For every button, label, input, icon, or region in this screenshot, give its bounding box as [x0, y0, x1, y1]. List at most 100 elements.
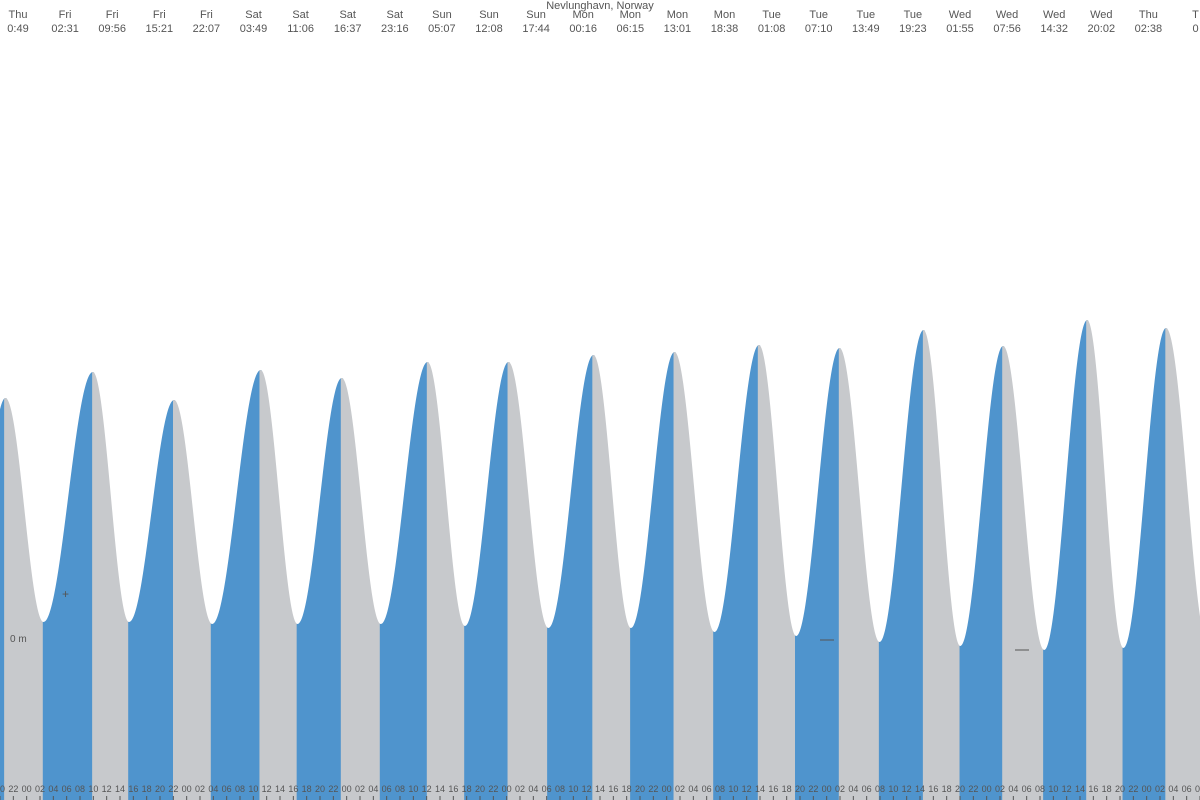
svg-text:00: 00	[182, 784, 192, 794]
svg-text:07:56: 07:56	[993, 23, 1021, 35]
svg-text:20: 20	[315, 784, 325, 794]
svg-text:04: 04	[48, 784, 58, 794]
svg-text:22: 22	[488, 784, 498, 794]
svg-text:12: 12	[582, 784, 592, 794]
svg-text:01:55: 01:55	[946, 23, 974, 35]
svg-text:01:08: 01:08	[758, 23, 786, 35]
svg-text:17:44: 17:44	[522, 23, 550, 35]
svg-text:04: 04	[1008, 784, 1018, 794]
svg-text:16: 16	[768, 784, 778, 794]
svg-text:Mon: Mon	[620, 9, 641, 21]
svg-text:20: 20	[795, 784, 805, 794]
svg-text:Mon: Mon	[572, 9, 593, 21]
svg-text:20: 20	[955, 784, 965, 794]
svg-text:Fri: Fri	[59, 9, 72, 21]
svg-text:0:49: 0:49	[7, 23, 28, 35]
svg-text:04: 04	[688, 784, 698, 794]
svg-text:04: 04	[528, 784, 538, 794]
svg-text:02: 02	[35, 784, 45, 794]
svg-text:20: 20	[155, 784, 165, 794]
svg-text:Sat: Sat	[387, 9, 404, 21]
svg-text:11:06: 11:06	[287, 23, 314, 35]
svg-text:Sat: Sat	[292, 9, 309, 21]
svg-text:14:32: 14:32	[1040, 23, 1068, 35]
svg-text:18: 18	[942, 784, 952, 794]
svg-text:20: 20	[1115, 784, 1125, 794]
svg-text:08: 08	[235, 784, 245, 794]
svg-text:08: 08	[555, 784, 565, 794]
svg-text:02: 02	[835, 784, 845, 794]
svg-text:00: 00	[342, 784, 352, 794]
svg-text:13:49: 13:49	[852, 23, 880, 35]
svg-text:12: 12	[902, 784, 912, 794]
svg-text:12:08: 12:08	[475, 23, 503, 35]
svg-text:20: 20	[635, 784, 645, 794]
svg-text:16:37: 16:37	[334, 23, 362, 35]
svg-text:06: 06	[542, 784, 552, 794]
svg-text:Thu: Thu	[1139, 9, 1158, 21]
svg-text:Sun: Sun	[526, 9, 546, 21]
svg-text:Wed: Wed	[996, 9, 1018, 21]
svg-text:18: 18	[302, 784, 312, 794]
svg-text:06: 06	[1022, 784, 1032, 794]
svg-text:14: 14	[755, 784, 765, 794]
svg-text:20: 20	[475, 784, 485, 794]
svg-text:Mon: Mon	[714, 9, 735, 21]
svg-text:03:49: 03:49	[240, 23, 268, 35]
svg-text:06: 06	[1182, 784, 1192, 794]
svg-text:16: 16	[1088, 784, 1098, 794]
svg-text:14: 14	[115, 784, 125, 794]
svg-text:Wed: Wed	[949, 9, 971, 21]
svg-text:0 m: 0 m	[10, 634, 27, 645]
svg-text:16: 16	[928, 784, 938, 794]
svg-text:04: 04	[208, 784, 218, 794]
svg-text:02:31: 02:31	[51, 23, 79, 35]
svg-text:18: 18	[622, 784, 632, 794]
svg-text:22: 22	[168, 784, 178, 794]
svg-text:08: 08	[875, 784, 885, 794]
svg-text:08: 08	[75, 784, 85, 794]
svg-text:Tue: Tue	[762, 9, 781, 21]
svg-text:22: 22	[808, 784, 818, 794]
svg-text:10: 10	[88, 784, 98, 794]
svg-text:04: 04	[1168, 784, 1178, 794]
svg-text:05:07: 05:07	[428, 23, 456, 35]
svg-text:12: 12	[1062, 784, 1072, 794]
svg-text:16: 16	[448, 784, 458, 794]
svg-text:14: 14	[595, 784, 605, 794]
svg-text:06: 06	[222, 784, 232, 794]
svg-text:19:23: 19:23	[899, 23, 927, 35]
svg-text:15:21: 15:21	[146, 23, 174, 35]
svg-text:22: 22	[1128, 784, 1138, 794]
svg-text:22: 22	[8, 784, 18, 794]
svg-text:Sat: Sat	[339, 9, 356, 21]
svg-text:00: 00	[662, 784, 672, 794]
svg-text:Sun: Sun	[432, 9, 452, 21]
svg-text:10: 10	[728, 784, 738, 794]
tide-chart: Nevlunghavn, NorwayThu0:49Fri02:31Fri09:…	[0, 0, 1200, 800]
svg-text:00:16: 00:16	[569, 23, 597, 35]
svg-text:Sat: Sat	[245, 9, 262, 21]
svg-text:10: 10	[888, 784, 898, 794]
svg-text:18: 18	[462, 784, 472, 794]
svg-text:00: 00	[982, 784, 992, 794]
svg-text:16: 16	[288, 784, 298, 794]
svg-text:20:02: 20:02	[1088, 23, 1116, 35]
svg-text:06:15: 06:15	[617, 23, 645, 35]
svg-text:14: 14	[1075, 784, 1085, 794]
svg-text:04: 04	[368, 784, 378, 794]
svg-text:06: 06	[62, 784, 72, 794]
svg-text:12: 12	[742, 784, 752, 794]
svg-text:22: 22	[328, 784, 338, 794]
svg-text:10: 10	[568, 784, 578, 794]
svg-text:14: 14	[915, 784, 925, 794]
svg-text:Fri: Fri	[153, 9, 166, 21]
svg-text:10: 10	[408, 784, 418, 794]
svg-text:22: 22	[968, 784, 978, 794]
svg-text:18:38: 18:38	[711, 23, 739, 35]
svg-text:+: +	[62, 587, 69, 601]
svg-text:02: 02	[515, 784, 525, 794]
svg-text:16: 16	[128, 784, 138, 794]
svg-text:06: 06	[382, 784, 392, 794]
svg-text:08: 08	[715, 784, 725, 794]
